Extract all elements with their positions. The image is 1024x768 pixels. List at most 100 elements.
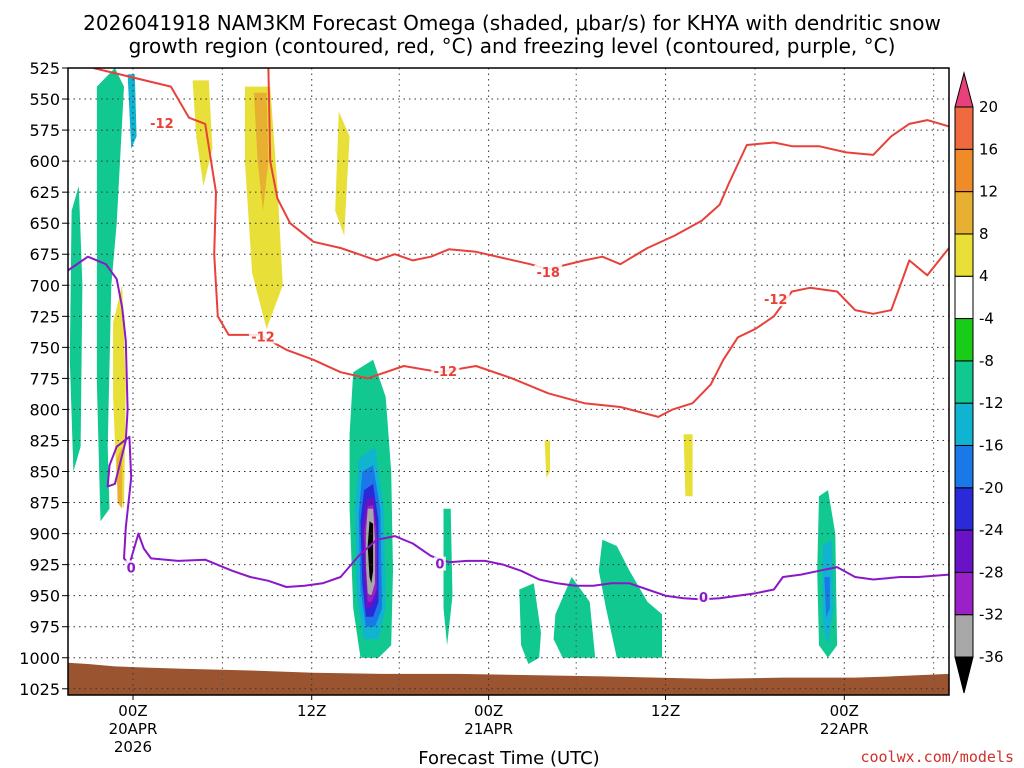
omega-region-15 (495, 359, 509, 447)
omega-region-35 (443, 508, 453, 646)
omega-region-41 (824, 577, 830, 618)
colorbar-max-arrow (954, 71, 974, 108)
chart-title-line1: 2026041918 NAM3KM Forecast Omega (shaded… (83, 11, 941, 35)
omega-region-21 (885, 403, 895, 497)
colorbar-box-1 (954, 614, 974, 658)
omega-region-23 (409, 496, 426, 584)
y-tick-label-525: 525 (29, 59, 60, 78)
colorbar-box-7 (954, 360, 974, 404)
colorbar-label-12: 16 (979, 140, 998, 158)
omega-region-6 (335, 111, 350, 236)
plot-area: -12 -12 -12 -12 -18 0 0 0 (67, 67, 950, 696)
omega-region-11 (75, 558, 83, 602)
contour-label-dgz-upper-1: -12 (251, 330, 275, 345)
y-tick-label-1025: 1025 (19, 680, 60, 699)
contour-label-bg (433, 556, 446, 571)
colorbar-label-11: 12 (979, 183, 998, 201)
colorbar-label-9: 4 (979, 267, 989, 285)
colorbar-box-5 (954, 444, 974, 489)
omega-region-3 (179, 68, 229, 335)
contour-dgz-lower (267, 68, 949, 271)
colorbar-label-7: -8 (979, 352, 994, 370)
x-tick-label-0-0: 00Z (118, 702, 147, 720)
y-tick-label-550: 550 (29, 90, 60, 109)
contours: -12 -12 -12 -12 -18 0 0 0 (68, 68, 949, 606)
colorbar-box-4 (954, 487, 974, 531)
x-tick-label-2-1: 21APR (464, 720, 513, 738)
y-tick-label-675: 675 (29, 245, 60, 264)
y-tick-label-750: 750 (29, 338, 60, 357)
x-tick-label-4-0: 00Z (830, 702, 859, 720)
omega-region-19 (683, 434, 693, 497)
omega-region-5 (324, 68, 359, 397)
chart-title-line2: growth region (contoured, red, °C) and f… (129, 34, 896, 58)
omega-region-37 (553, 577, 596, 658)
contour-label-dgz-upper-0: -12 (150, 117, 174, 132)
colorbar-box-13 (954, 106, 974, 150)
y-tick-label-850: 850 (29, 463, 60, 482)
omega-region-2 (253, 92, 269, 211)
colorbar-label-10: 8 (979, 225, 989, 243)
y-tick-label-975: 975 (29, 618, 60, 637)
colorbar-box-12 (954, 148, 974, 193)
y-tick-label-925: 925 (29, 556, 60, 575)
colorbar-box-6 (954, 402, 974, 446)
omega-region-20 (806, 490, 821, 596)
y-tick-label-575: 575 (29, 121, 60, 140)
colorbar-box-9 (954, 275, 974, 320)
contour-label-bg (534, 264, 563, 279)
y-tick-label-650: 650 (29, 214, 60, 233)
omega-region-12 (205, 372, 215, 447)
contour-label-bg (248, 329, 277, 344)
colorbar: -36 -32 -28 -24 -20 -16 -12 -8 -4 4 8 12 16 20 (954, 71, 1004, 694)
y-tick-label-950: 950 (29, 587, 60, 606)
grid (68, 68, 949, 695)
contour-label-bg (147, 115, 176, 130)
x-tick-label-1-0: 12Z (297, 702, 326, 720)
y-tick-label-800: 800 (29, 400, 60, 419)
colorbar-box-8 (954, 318, 974, 362)
colorbar-label-5: -16 (979, 436, 1004, 454)
x-tick-label-4-1: 22APR (820, 720, 869, 738)
colorbar-label-4: -20 (979, 479, 1004, 497)
contour-label-bg (697, 590, 710, 605)
omega-region-18 (671, 384, 771, 640)
contour-label-bg (761, 292, 790, 307)
colorbar-label-2: -28 (979, 563, 1004, 581)
omega-region-16 (539, 378, 561, 522)
x-tick-label-2-0: 00Z (474, 702, 503, 720)
omega-region-1 (244, 86, 283, 329)
colorbar-min-arrow (954, 656, 974, 694)
omega-region-36 (519, 583, 541, 664)
colorbar-label-13: 20 (979, 98, 998, 116)
credit-text: coolwx.com/models (860, 748, 1014, 766)
omega-region-4 (192, 80, 213, 186)
contour-dgz-upper (93, 68, 949, 418)
y-tick-label-1000: 1000 (19, 649, 60, 668)
y-tick-label-900: 900 (29, 525, 60, 544)
contour-freezing (68, 255, 949, 601)
contour-label-dgz-upper-2: -12 (434, 365, 458, 380)
y-axis: 525 550 575 600 625 650 675 700 725 750 775 800 825 8… (19, 59, 68, 699)
colorbar-box-2 (954, 571, 974, 616)
plot-frame (67, 67, 950, 696)
omega-region-38 (598, 539, 662, 658)
colorbar-label-3: -24 (979, 521, 1004, 539)
y-tick-label-725: 725 (29, 307, 60, 326)
contour-label-bg (431, 364, 460, 379)
colorbar-label-6: -12 (979, 394, 1004, 412)
contour-label-dgz-upper-3: -12 (764, 293, 788, 308)
omega-region-22 (896, 483, 924, 559)
y-tick-label-600: 600 (29, 152, 60, 171)
omega-region-34 (367, 521, 374, 584)
colorbar-label-8: -4 (979, 310, 994, 328)
omega-shading (69, 68, 924, 664)
omega-region-25 (69, 186, 83, 472)
colorbar-box-10 (954, 233, 974, 277)
omega-region-24 (96, 68, 124, 522)
y-tick-label-875: 875 (29, 494, 60, 513)
contour-label-freezing-1: 0 (435, 558, 444, 573)
colorbar-label-1: -32 (979, 606, 1004, 624)
ground-terrain (68, 662, 949, 695)
